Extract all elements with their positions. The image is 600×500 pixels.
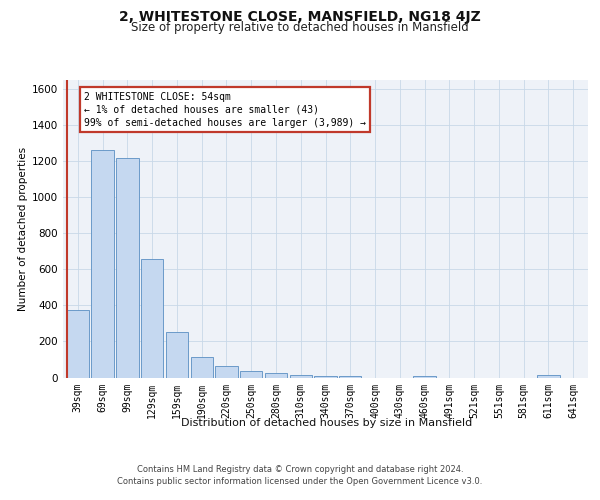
Bar	[191, 357, 213, 378]
Text: Distribution of detached houses by size in Mansfield: Distribution of detached houses by size …	[181, 418, 473, 428]
Bar	[116, 158, 139, 378]
Bar	[413, 376, 436, 378]
Bar	[67, 310, 89, 378]
Bar	[537, 376, 560, 378]
Bar	[91, 150, 114, 378]
Bar	[166, 332, 188, 378]
Bar	[240, 371, 262, 378]
Bar	[215, 366, 238, 378]
Bar	[339, 376, 361, 378]
Text: 2 WHITESTONE CLOSE: 54sqm
← 1% of detached houses are smaller (43)
99% of semi-d: 2 WHITESTONE CLOSE: 54sqm ← 1% of detach…	[84, 92, 366, 128]
Text: Contains public sector information licensed under the Open Government Licence v3: Contains public sector information licen…	[118, 476, 482, 486]
Bar	[314, 376, 337, 378]
Bar	[141, 258, 163, 378]
Bar	[290, 375, 312, 378]
Bar	[265, 373, 287, 378]
Text: Size of property relative to detached houses in Mansfield: Size of property relative to detached ho…	[131, 22, 469, 35]
Text: Contains HM Land Registry data © Crown copyright and database right 2024.: Contains HM Land Registry data © Crown c…	[137, 464, 463, 473]
Y-axis label: Number of detached properties: Number of detached properties	[18, 146, 28, 311]
Text: 2, WHITESTONE CLOSE, MANSFIELD, NG18 4JZ: 2, WHITESTONE CLOSE, MANSFIELD, NG18 4JZ	[119, 10, 481, 24]
